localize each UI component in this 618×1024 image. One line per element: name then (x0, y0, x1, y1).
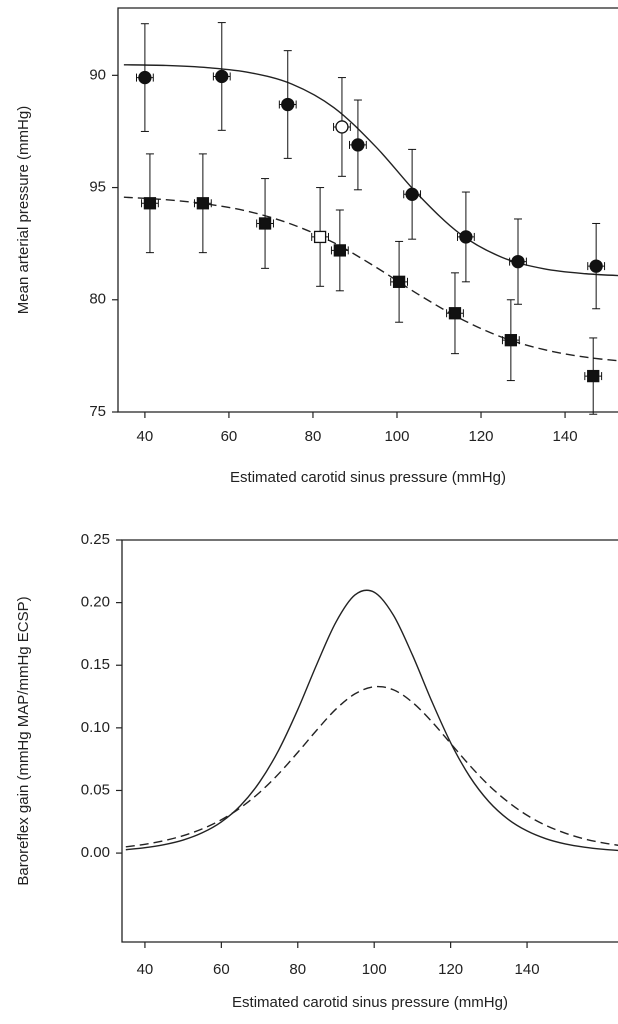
y-tick-label: 95 (89, 179, 106, 196)
marker (351, 138, 365, 152)
marker (589, 259, 603, 273)
x-tick-label: 60 (221, 428, 238, 445)
chart-panel: 90 95 80 75 40 60 80 100 120 140 Estimated carotid… (15, 7, 618, 486)
marker (335, 120, 349, 134)
chart-panel: 0.00 0.05 0.10 0.15 0.20 0.25 40 60 80 100 120 140 E… (15, 531, 618, 1011)
x-tick-label: 120 (438, 961, 463, 978)
x-tick-label: 60 (213, 961, 230, 978)
x-tick-label: 100 (362, 961, 387, 978)
x-tick-label: 100 (384, 428, 409, 445)
x-axis-title: Estimated carotid sinus pressure (mmHg) (230, 469, 506, 486)
marker (138, 70, 152, 85)
marker (448, 307, 462, 320)
marker (196, 197, 210, 210)
marker (511, 254, 525, 269)
marker (587, 369, 600, 383)
y-tick-label: 0.25 (81, 531, 110, 548)
axis-frame (121, 539, 618, 943)
marker (333, 244, 346, 257)
curve (123, 64, 618, 277)
marker (405, 187, 419, 201)
curve (123, 196, 618, 362)
x-tick-label: 140 (553, 428, 578, 445)
y-tick-label: 0.10 (81, 719, 110, 736)
marker (459, 230, 473, 244)
marker (215, 69, 229, 84)
x-tick-label: 140 (515, 961, 540, 978)
y-tick-label: 90 (89, 66, 106, 83)
x-tick-label: 40 (137, 428, 154, 445)
x-axis-title: Estimated carotid sinus pressure (mmHg) (232, 994, 508, 1011)
y-axis-title: Baroreflex gain (mmHg MAP/mmHg ECSP) (15, 596, 32, 885)
marker (504, 334, 518, 347)
curve (125, 685, 618, 848)
x-tick-label: 80 (289, 961, 306, 978)
marker (313, 230, 327, 244)
y-tick-label: 0.00 (81, 844, 110, 861)
marker (281, 97, 295, 112)
y-tick-label: 80 (89, 291, 106, 308)
x-tick-label: 80 (305, 428, 322, 445)
axis-frame (117, 7, 618, 413)
marker (392, 275, 406, 288)
y-tick-label: 0.20 (81, 594, 110, 611)
y-tick-label: 75 (89, 403, 106, 420)
y-tick-label: 0.15 (81, 656, 110, 673)
marker (143, 197, 157, 210)
marker (258, 217, 272, 230)
x-tick-label: 120 (469, 428, 494, 445)
x-tick-label: 40 (137, 961, 154, 978)
y-tick-label: 0.05 (81, 781, 110, 798)
y-axis-title: Mean arterial pressure (mmHg) (15, 106, 32, 314)
curve (125, 589, 618, 852)
